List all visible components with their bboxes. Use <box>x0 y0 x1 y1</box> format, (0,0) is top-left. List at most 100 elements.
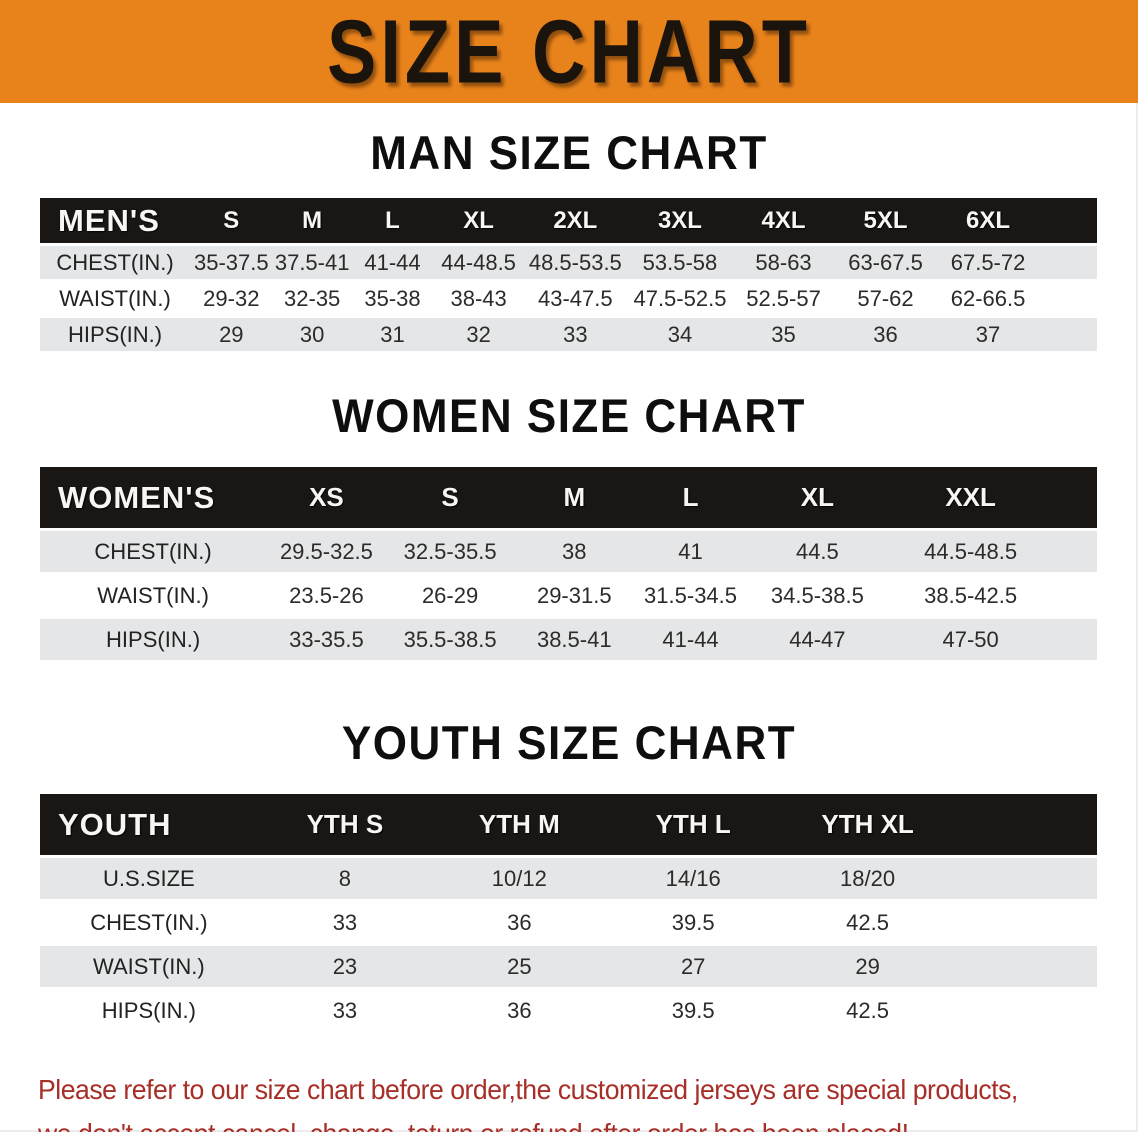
column-header-l: L <box>635 467 747 528</box>
size-cell: 26-29 <box>386 575 514 616</box>
size-cell: 23 <box>257 946 433 987</box>
header-filler <box>955 794 1097 855</box>
size-cell: 34 <box>626 318 734 351</box>
row-label: WAIST(IN.) <box>40 575 267 616</box>
table-row: HIPS(IN.) 29 30 31 32 33 34 35 36 37 <box>40 318 1097 351</box>
size-cell: 35-38 <box>351 282 434 315</box>
row-filler <box>955 990 1097 1031</box>
size-cell: 32 <box>433 318 525 351</box>
size-cell: 38.5-42.5 <box>888 575 1053 616</box>
row-filler <box>1052 619 1097 660</box>
size-cell: 44.5-48.5 <box>888 531 1053 572</box>
size-cell: 67.5-72 <box>937 246 1039 279</box>
size-cell: 31.5-34.5 <box>635 575 747 616</box>
size-cell: 23.5-26 <box>266 575 387 616</box>
size-cell: 41-44 <box>635 619 747 660</box>
size-cell: 10/12 <box>432 858 607 899</box>
size-cell: 62-66.5 <box>937 282 1039 315</box>
table-row: CHEST(IN.) 35-37.5 37.5-41 41-44 44-48.5 48.5… <box>40 246 1097 279</box>
column-header-4xl: 4XL <box>733 198 834 243</box>
row-filler <box>1038 318 1097 351</box>
sections-container: MAN SIZE CHART MEN'S S M L XL 2XL 3XL 4XL 5XL 6XL C… <box>0 127 1138 1034</box>
size-cell: 48.5-53.5 <box>524 246 627 279</box>
column-header-yth-l: YTH L <box>606 794 780 855</box>
size-cell: 38 <box>513 531 636 572</box>
size-cell: 36 <box>833 318 938 351</box>
row-filler <box>1052 575 1097 616</box>
table-row: CHEST(IN.) 33 36 39.5 42.5 <box>40 902 1097 943</box>
size-cell: 58-63 <box>733 246 834 279</box>
size-cell: 42.5 <box>779 902 956 943</box>
row-filler <box>1038 246 1097 279</box>
header-filler <box>1052 467 1097 528</box>
size-cell: 44.5 <box>746 531 889 572</box>
size-cell: 41 <box>635 531 747 572</box>
size-cell: 53.5-58 <box>626 246 734 279</box>
row-filler <box>955 902 1097 943</box>
column-header-yth-xl: YTH XL <box>779 794 956 855</box>
size-cell: 33 <box>257 902 433 943</box>
table-row: U.S.SIZE 8 10/12 14/16 18/20 <box>40 858 1097 899</box>
table-row: CHEST(IN.) 29.5-32.5 32.5-35.5 38 41 44.5 44.5… <box>40 531 1097 572</box>
size-cell: 35.5-38.5 <box>386 619 514 660</box>
row-filler <box>955 946 1097 987</box>
row-label: CHEST(IN.) <box>40 902 258 943</box>
table-row: WAIST(IN.) 23.5-26 26-29 29-31.5 31.5-34.5 34… <box>40 575 1097 616</box>
size-cell: 29 <box>190 318 273 351</box>
notice-line-2: we don't accept cancel, change, teturn o… <box>38 1112 1083 1132</box>
table-corner-label: WOMEN'S <box>40 467 267 528</box>
size-chart-banner: SIZE CHART <box>0 0 1138 103</box>
size-cell: 44-48.5 <box>433 246 525 279</box>
order-notice: Please refer to our size chart before or… <box>38 1068 1138 1132</box>
table-header-row: YOUTH YTH S YTH M YTH L YTH XL <box>40 794 1097 855</box>
size-cell: 31 <box>351 318 434 351</box>
column-header-3xl: 3XL <box>626 198 734 243</box>
size-cell: 52.5-57 <box>733 282 834 315</box>
size-cell: 57-62 <box>833 282 938 315</box>
size-cell: 39.5 <box>606 902 780 943</box>
youth-size-section: YOUTH SIZE CHART YOUTH YTH S YTH M YTH L YTH … <box>0 717 1138 1034</box>
column-header-2xl: 2XL <box>524 198 627 243</box>
row-label: CHEST(IN.) <box>40 246 191 279</box>
man-size-heading: MAN SIZE CHART <box>370 127 768 180</box>
size-cell: 35-37.5 <box>190 246 273 279</box>
size-cell: 44-47 <box>746 619 889 660</box>
column-header-xs: XS <box>266 467 387 528</box>
row-label: HIPS(IN.) <box>40 990 258 1031</box>
column-header-xl: XL <box>433 198 525 243</box>
table-row: HIPS(IN.) 33 36 39.5 42.5 <box>40 990 1097 1031</box>
row-filler <box>1052 531 1097 572</box>
size-cell: 41-44 <box>351 246 434 279</box>
size-cell: 14/16 <box>606 858 780 899</box>
row-label: HIPS(IN.) <box>40 318 191 351</box>
size-cell: 37.5-41 <box>272 246 352 279</box>
size-cell: 18/20 <box>779 858 956 899</box>
size-cell: 29-31.5 <box>513 575 636 616</box>
column-header-m: M <box>272 198 352 243</box>
size-cell: 38-43 <box>433 282 525 315</box>
size-cell: 27 <box>606 946 780 987</box>
size-cell: 33 <box>524 318 627 351</box>
size-cell: 29 <box>779 946 956 987</box>
row-label: U.S.SIZE <box>40 858 258 899</box>
size-cell: 47-50 <box>888 619 1053 660</box>
table-row: WAIST(IN.) 29-32 32-35 35-38 38-43 43-47.5 47.… <box>40 282 1097 315</box>
table-corner-label: YOUTH <box>40 794 258 855</box>
size-cell: 34.5-38.5 <box>746 575 889 616</box>
column-header-5xl: 5XL <box>833 198 938 243</box>
size-chart-title: SIZE CHART <box>327 0 811 103</box>
size-cell: 29-32 <box>190 282 273 315</box>
header-filler <box>1038 198 1097 243</box>
size-cell: 36 <box>432 990 607 1031</box>
size-cell: 63-67.5 <box>833 246 938 279</box>
size-cell: 8 <box>257 858 433 899</box>
table-corner-label: MEN'S <box>40 198 191 243</box>
size-cell: 29.5-32.5 <box>266 531 387 572</box>
column-header-yth-s: YTH S <box>257 794 433 855</box>
row-filler <box>1038 282 1097 315</box>
size-cell: 38.5-41 <box>513 619 636 660</box>
size-cell: 35 <box>733 318 834 351</box>
column-header-xl: XL <box>746 467 889 528</box>
column-header-l: L <box>351 198 434 243</box>
